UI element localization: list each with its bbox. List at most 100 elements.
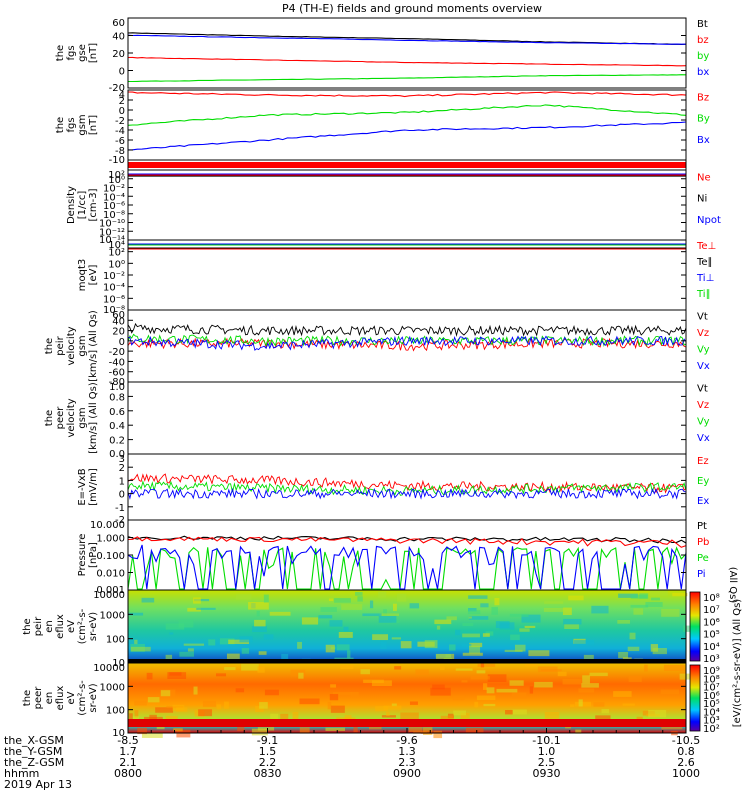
peir-spectrogram-pixel xyxy=(510,634,520,641)
peer-spectrogram-pixel xyxy=(477,663,496,667)
peer-spectrogram-pixel xyxy=(476,695,496,701)
colorbar-tick: 10⁴ xyxy=(703,642,720,653)
ylabel-line: Pressure xyxy=(77,534,88,577)
peer-spectrogram-pixel xyxy=(167,672,187,679)
xtick-label: -9.1 xyxy=(257,734,278,747)
colorbar-tick: 10⁸ xyxy=(703,674,720,685)
peer-spectrogram-pixel xyxy=(327,701,332,710)
peir-spectrogram-pixel xyxy=(183,643,205,646)
ytick-label: 1000 xyxy=(100,682,125,693)
peer-spectrogram-pixel xyxy=(415,669,429,675)
peir-spectrogram-image xyxy=(128,590,686,663)
series-peir-velocity-Vt xyxy=(127,322,687,337)
peer-spectrogram-pixel xyxy=(383,705,402,710)
xtick-label: 1.5 xyxy=(259,745,277,758)
xtick-label: -10.5 xyxy=(672,734,700,747)
peir-spectrogram-pixel xyxy=(269,611,291,616)
panel-density: 10²10⁰10⁻²10⁻⁴10⁻⁶10⁻⁸10⁻¹⁰10⁻¹²10⁻¹⁴Den… xyxy=(66,169,721,246)
xtick-label: 0930 xyxy=(533,767,561,780)
peer-spectrogram-pixel xyxy=(461,680,468,683)
peer-spectrogram-pixel xyxy=(330,705,345,713)
ytick-label: 1 xyxy=(119,476,125,487)
peer-spectrogram-pixel xyxy=(408,724,423,732)
peer-spectrogram-pixel xyxy=(439,666,445,671)
peer-spectrogram-pixel xyxy=(224,701,229,709)
xaxis-row-label: the_X-GSM xyxy=(4,734,64,747)
peir-spectrogram-pixel xyxy=(178,619,194,628)
peir-spectrogram-pixel xyxy=(391,637,401,640)
ylabel-line: [mV/m] xyxy=(88,468,99,506)
xaxis-row-label: hhmm xyxy=(4,767,39,780)
peer-spectrogram-pixel xyxy=(134,700,147,706)
peer-spectrogram-pixel xyxy=(257,666,265,673)
peer-spectrogram-pixel xyxy=(257,727,275,731)
series-pressure-Pi xyxy=(127,544,687,590)
peir-spectrogram-pixel xyxy=(618,593,638,598)
peer-spectrogram-pixel xyxy=(483,703,496,707)
peir-spectrogram-pixel xyxy=(468,608,477,612)
peer-spectrogram-pixel xyxy=(476,670,486,674)
ytick-label: 1.000 xyxy=(96,534,125,545)
peir-spectrogram-pixel xyxy=(320,607,337,612)
peer-spectrogram-pixel xyxy=(636,716,643,720)
xtick-label: 2.5 xyxy=(538,756,556,769)
peir-spectrogram-pixel xyxy=(338,631,353,638)
peer-spectrogram-pixel xyxy=(440,715,454,721)
peer-spectrogram-pixel xyxy=(141,732,163,738)
peir-spectrogram-pixel xyxy=(629,632,636,640)
peir-spectrogram-pixel xyxy=(424,640,438,649)
series-efield-Ex xyxy=(127,487,687,500)
peir-spectrogram-pixel xyxy=(165,623,185,630)
ylabel-peer-spectrogram: the peer en eflux eV (cm²-s-sr-eV) xyxy=(22,680,99,716)
panel-peer-velocity: 1.00.8 0.6 0.4 0.2 0.0 the peer velocity gsm [km/… xyxy=(44,381,710,460)
peir-spectrogram-pixel xyxy=(455,629,461,636)
peir-spectrogram-pixel xyxy=(519,628,530,632)
peer-spectrogram-pixel xyxy=(165,715,178,721)
ylabel-line: velocity xyxy=(66,326,77,365)
legend-Ex: Ex xyxy=(697,496,709,507)
peer-spectrogram-pixel xyxy=(465,727,484,733)
peir-spectrogram-pixel xyxy=(179,651,194,657)
ytick-label: 20 xyxy=(112,49,125,60)
peir-spectrogram-pixel xyxy=(504,649,523,652)
peir-spectrogram-pixel xyxy=(336,644,350,651)
ytick-label: 40 xyxy=(112,316,125,327)
peir-spectrogram-pixel xyxy=(341,604,363,610)
peir-spectrogram-pixel xyxy=(574,640,595,645)
series-pressure-Pb xyxy=(127,536,687,548)
xtick-label: 2.3 xyxy=(398,756,416,769)
peer-spectrogram-pixel xyxy=(330,684,337,688)
ytick-label: 4 xyxy=(119,90,125,101)
ylabel-line: the xyxy=(22,690,33,706)
ytick-label: 0.010 xyxy=(96,569,125,580)
peir-spectrogram-pixel xyxy=(468,616,472,619)
peir-spectrogram-pixel xyxy=(379,613,399,616)
peir-spectrogram-pixel xyxy=(362,613,382,617)
peir-spectrogram-pixel xyxy=(134,639,138,645)
ytick-label: 60 xyxy=(112,18,125,29)
ytick-label: -20 xyxy=(109,83,125,94)
legend-Ey: Ey xyxy=(697,476,709,487)
legend-Pi: Pi xyxy=(697,569,706,580)
peir-spectrogram-pixel xyxy=(462,633,480,638)
xtick-label: 0900 xyxy=(393,767,421,780)
peer-spectrogram-pixel xyxy=(216,704,222,710)
peer-spectrogram-pixel xyxy=(423,727,433,735)
ytick-label: 10⁰ xyxy=(108,175,125,186)
colorbar-peer-spectrogram xyxy=(689,664,701,732)
legend-By: By xyxy=(697,114,710,125)
peer-spectrogram-pixel xyxy=(176,729,191,738)
ytick-label: -10 xyxy=(109,155,125,166)
peer-spectrogram-pixel xyxy=(663,664,685,672)
ytick-label: 20 xyxy=(112,327,125,338)
ytick-label: 10² xyxy=(108,170,125,181)
peer-spectrogram-pixel xyxy=(509,680,524,686)
ylabel-line: [nPa] xyxy=(88,542,99,568)
peir-spectrogram-pixel xyxy=(219,638,235,645)
ylabel-line: the xyxy=(44,410,55,426)
peir-spectrogram-pixel xyxy=(469,642,483,648)
legend-Pb: Pb xyxy=(697,537,709,548)
peir-spectrogram-pixel xyxy=(208,639,216,646)
peir-spectrogram-pixel xyxy=(130,646,151,652)
peer-spectrogram-pixel xyxy=(570,704,575,707)
